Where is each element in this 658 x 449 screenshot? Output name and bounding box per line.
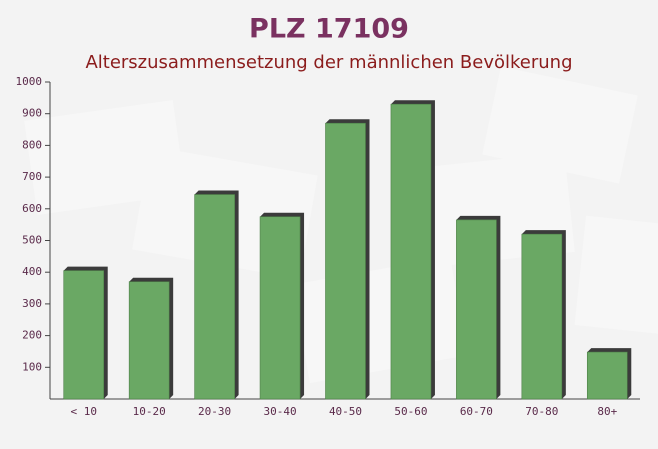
bar	[586, 351, 628, 400]
x-tick-label: 50-60	[394, 405, 427, 418]
y-tick-label: 800	[22, 138, 42, 151]
bar	[259, 216, 301, 400]
x-tick-label: 20-30	[198, 405, 231, 418]
y-tick-label: 200	[22, 329, 42, 342]
y-tick-label: 400	[22, 265, 42, 278]
y-tick-label: 500	[22, 234, 42, 247]
bar	[194, 194, 235, 400]
y-tick-label: 600	[22, 202, 42, 215]
bar	[521, 233, 563, 400]
chart-title: PLZ 17109	[249, 14, 409, 45]
y-tick-label: 1000	[16, 75, 43, 88]
y-tick-label: 700	[22, 170, 42, 183]
x-tick-label: 70-80	[525, 405, 558, 418]
x-tick-label: < 10	[70, 405, 97, 418]
y-tick-label: 300	[22, 297, 42, 310]
x-tick-label: 10-20	[133, 405, 166, 418]
x-tick-label: 60-70	[460, 405, 493, 418]
x-tick-label: 80+	[597, 405, 617, 418]
y-tick-label: 900	[22, 107, 42, 120]
y-tick-label: 100	[22, 360, 42, 373]
x-tick-label: 30-40	[263, 405, 296, 418]
bar	[456, 219, 497, 400]
bar	[63, 270, 105, 400]
x-tick-label: 40-50	[329, 405, 362, 418]
bar	[390, 103, 432, 400]
bar	[325, 122, 366, 400]
chart-subtitle: Alterszusammensetzung der männlichen Bev…	[85, 52, 572, 73]
bar	[128, 281, 170, 400]
